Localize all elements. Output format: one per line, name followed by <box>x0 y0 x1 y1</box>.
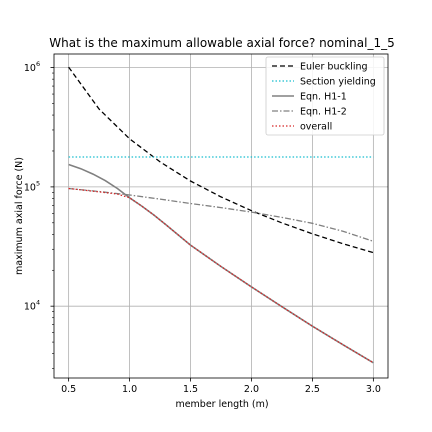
x-axis-label: member length (m) <box>175 399 268 410</box>
legend-label: Euler buckling <box>300 62 368 73</box>
plot-lines <box>68 66 374 364</box>
legend: Euler buckling Section yielding Eqn. H1-1 E… <box>265 56 385 136</box>
x-tick-label: 1.0 <box>122 384 137 395</box>
legend-box <box>265 56 385 136</box>
y-tick-label: 105 <box>24 179 40 193</box>
x-tick-label: 2.0 <box>244 384 259 395</box>
series-line-eqn-h1-1 <box>68 163 374 364</box>
x-tick-label: 1.5 <box>183 384 198 395</box>
y-axis-label: maximum axial force (N) <box>14 157 25 275</box>
x-tick-label: 0.5 <box>61 384 76 395</box>
legend-label: Eqn. H1-2 <box>300 107 347 118</box>
y-tick-label: 106 <box>24 60 40 74</box>
legend-label: Section yielding <box>300 77 376 88</box>
series-line-overall <box>68 187 374 364</box>
legend-label: overall <box>300 122 332 133</box>
x-tick-label: 3.0 <box>366 384 381 395</box>
series-line-euler-buckling <box>68 66 374 254</box>
legend-label: Eqn. H1-1 <box>300 92 347 103</box>
series-line-eqn-h1-2 <box>68 187 374 242</box>
x-tick-label: 2.5 <box>305 384 320 395</box>
chart-title: What is the maximum allowable axial forc… <box>49 36 394 50</box>
plot-frame <box>53 53 389 379</box>
y-tick-label: 104 <box>24 299 40 313</box>
axis-ticks: 0.5 1.0 1.5 2.0 2.5 3.0 104 105 106 <box>24 60 381 395</box>
